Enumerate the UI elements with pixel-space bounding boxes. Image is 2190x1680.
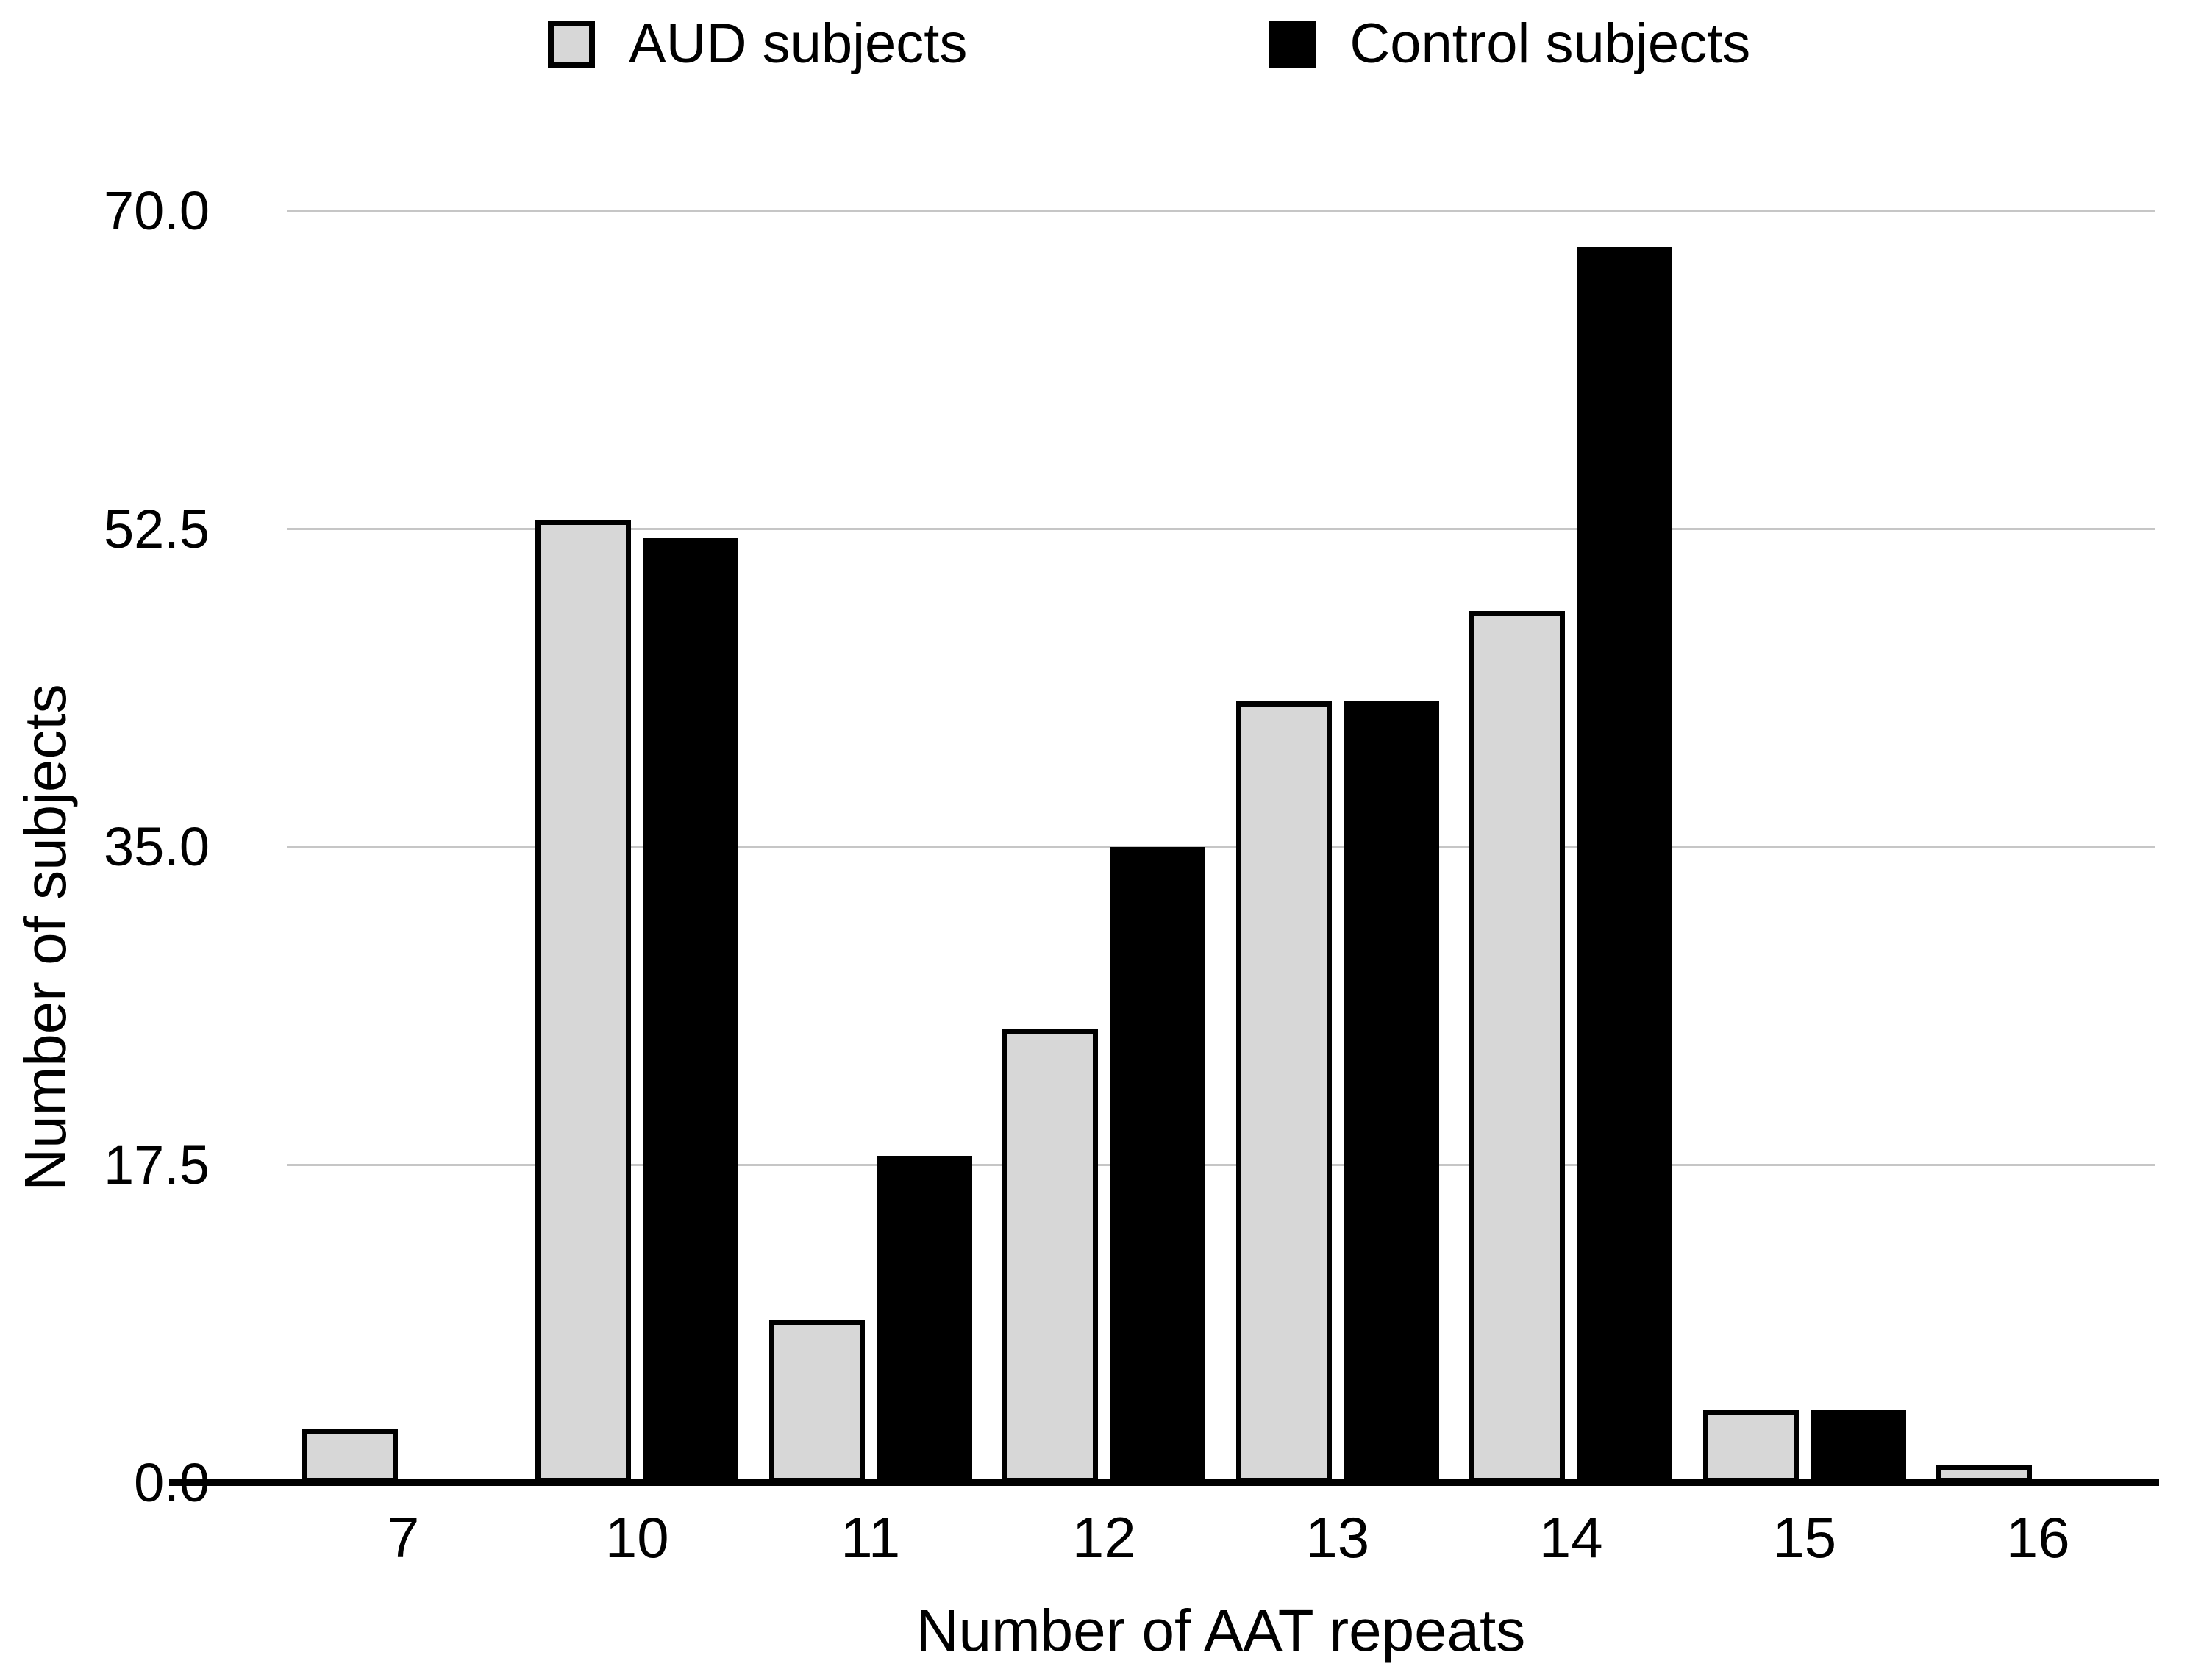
x-tick-label-7: 7	[388, 1505, 420, 1570]
aud-bar-10	[535, 520, 632, 1483]
y-tick-label-52.5: 52.5	[103, 498, 210, 560]
x-axis-line	[169, 1479, 2159, 1486]
bars	[287, 211, 2155, 1483]
control-swatch-icon	[1269, 21, 1316, 68]
y-tick-label-70.0: 70.0	[103, 180, 210, 241]
gridline-52.5	[287, 527, 2155, 530]
legend: AUD subjects Control subjects	[548, 16, 1750, 72]
category-slot-16	[1922, 211, 2155, 1483]
control-bar-10	[643, 537, 739, 1483]
plot-area: 0.0 17.5 35.0 52.5 70.0	[104, 184, 2159, 1510]
x-tick-label-12: 12	[1071, 1505, 1136, 1570]
y-tick-label-35.0: 35.0	[103, 816, 210, 877]
aud-bar-11	[768, 1319, 865, 1483]
category-slot-14	[1455, 211, 1688, 1483]
x-axis-title: Number of AAT repeats	[916, 1598, 1526, 1663]
control-bar-13	[1343, 701, 1439, 1483]
control-bar-12	[1110, 847, 1206, 1483]
x-tick-label-10: 10	[604, 1505, 669, 1570]
legend-label-control: Control subjects	[1349, 12, 1751, 75]
legend-label-aud: AUD subjects	[629, 12, 968, 75]
y-tick-label-17.5: 17.5	[103, 1134, 210, 1195]
x-axis-tick-labels: 7 10 11 12 13 14 15 16	[287, 1509, 2155, 1566]
category-slot-13	[1221, 211, 1455, 1483]
x-tick-label-16: 16	[2005, 1505, 2070, 1570]
category-slot-11	[754, 211, 988, 1483]
category-slot-7	[287, 211, 521, 1483]
aud-bar-13	[1235, 701, 1332, 1483]
aud-bar-15	[1702, 1410, 1799, 1483]
control-bar-14	[1577, 247, 1673, 1483]
x-tick-label-15: 15	[1772, 1505, 1837, 1570]
aud-swatch-icon	[548, 21, 595, 68]
control-bar-15	[1810, 1410, 1906, 1483]
aud-bar-7	[302, 1428, 398, 1483]
x-tick-label-14: 14	[1538, 1505, 1603, 1570]
legend-item-aud: AUD subjects	[548, 16, 967, 72]
x-tick-label-13: 13	[1305, 1505, 1370, 1570]
control-bar-11	[876, 1156, 972, 1483]
category-slot-10	[521, 211, 755, 1483]
y-axis-title: Number of subjects	[13, 684, 78, 1191]
legend-item-control: Control subjects	[1269, 16, 1750, 72]
aud-bar-12	[1002, 1029, 1099, 1483]
gridline-17.5	[287, 1163, 2155, 1166]
category-slot-15	[1688, 211, 1922, 1483]
category-slot-12	[988, 211, 1221, 1483]
gridline-70.0	[287, 210, 2155, 212]
gridline-35.0	[287, 846, 2155, 848]
x-tick-label-11: 11	[841, 1505, 901, 1570]
aud-bar-14	[1469, 610, 1566, 1483]
